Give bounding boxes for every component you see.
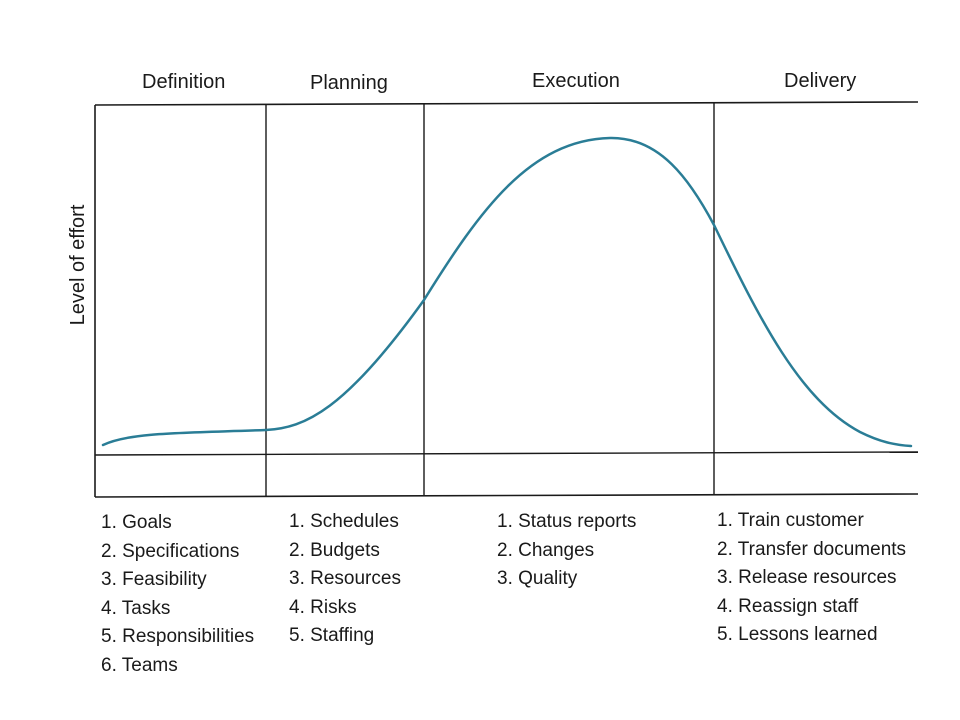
planning-task-list: 1. Schedules 2. Budgets 3. Resources 4. … — [289, 508, 401, 651]
list-item: 3. Quality — [497, 568, 578, 590]
list-item: 6. Teams — [101, 654, 178, 676]
list-item: 2. Specifications — [101, 540, 240, 562]
list-item: 5. Lessons learned — [717, 624, 878, 646]
definition-task-list: 1. Goals 2. Specifications 3. Feasibilit… — [101, 509, 254, 681]
phase-header-execution: Execution — [532, 70, 620, 92]
phase-header-delivery: Delivery — [784, 70, 857, 92]
effort-curve — [101, 136, 913, 448]
list-item: 5. Responsibilities — [101, 626, 255, 648]
delivery-task-list: 1. Train customer 2. Transfer documents … — [717, 507, 906, 650]
list-item: 4. Tasks — [101, 597, 171, 619]
execution-task-list: 1. Status reports 2. Changes 3. Quality — [497, 508, 636, 594]
list-item: 3. Resources — [289, 568, 401, 590]
list-item: 4. Reassign staff — [717, 595, 859, 617]
list-item: 2. Changes — [497, 539, 595, 561]
y-axis-label: Level of effort — [67, 204, 89, 326]
phase-header-planning: Planning — [310, 72, 388, 94]
list-item: 2. Budgets — [289, 539, 380, 561]
list-item: 3. Feasibility — [101, 569, 207, 591]
list-item: 2. Transfer documents — [717, 538, 907, 560]
list-item: 5. Staffing — [289, 625, 375, 647]
phase-header-definition: Definition — [142, 71, 226, 93]
frame-bottom-line — [94, 493, 919, 498]
list-item: 4. Risks — [289, 596, 357, 618]
list-item: 1. Goals — [101, 512, 172, 533]
frame-top-line — [94, 101, 919, 106]
list-item: 1. Schedules — [289, 511, 399, 532]
list-item: 1. Status reports — [497, 511, 637, 532]
baseline — [94, 451, 919, 456]
list-item: 1. Train customer — [717, 510, 864, 531]
list-item: 3. Release resources — [717, 567, 897, 589]
